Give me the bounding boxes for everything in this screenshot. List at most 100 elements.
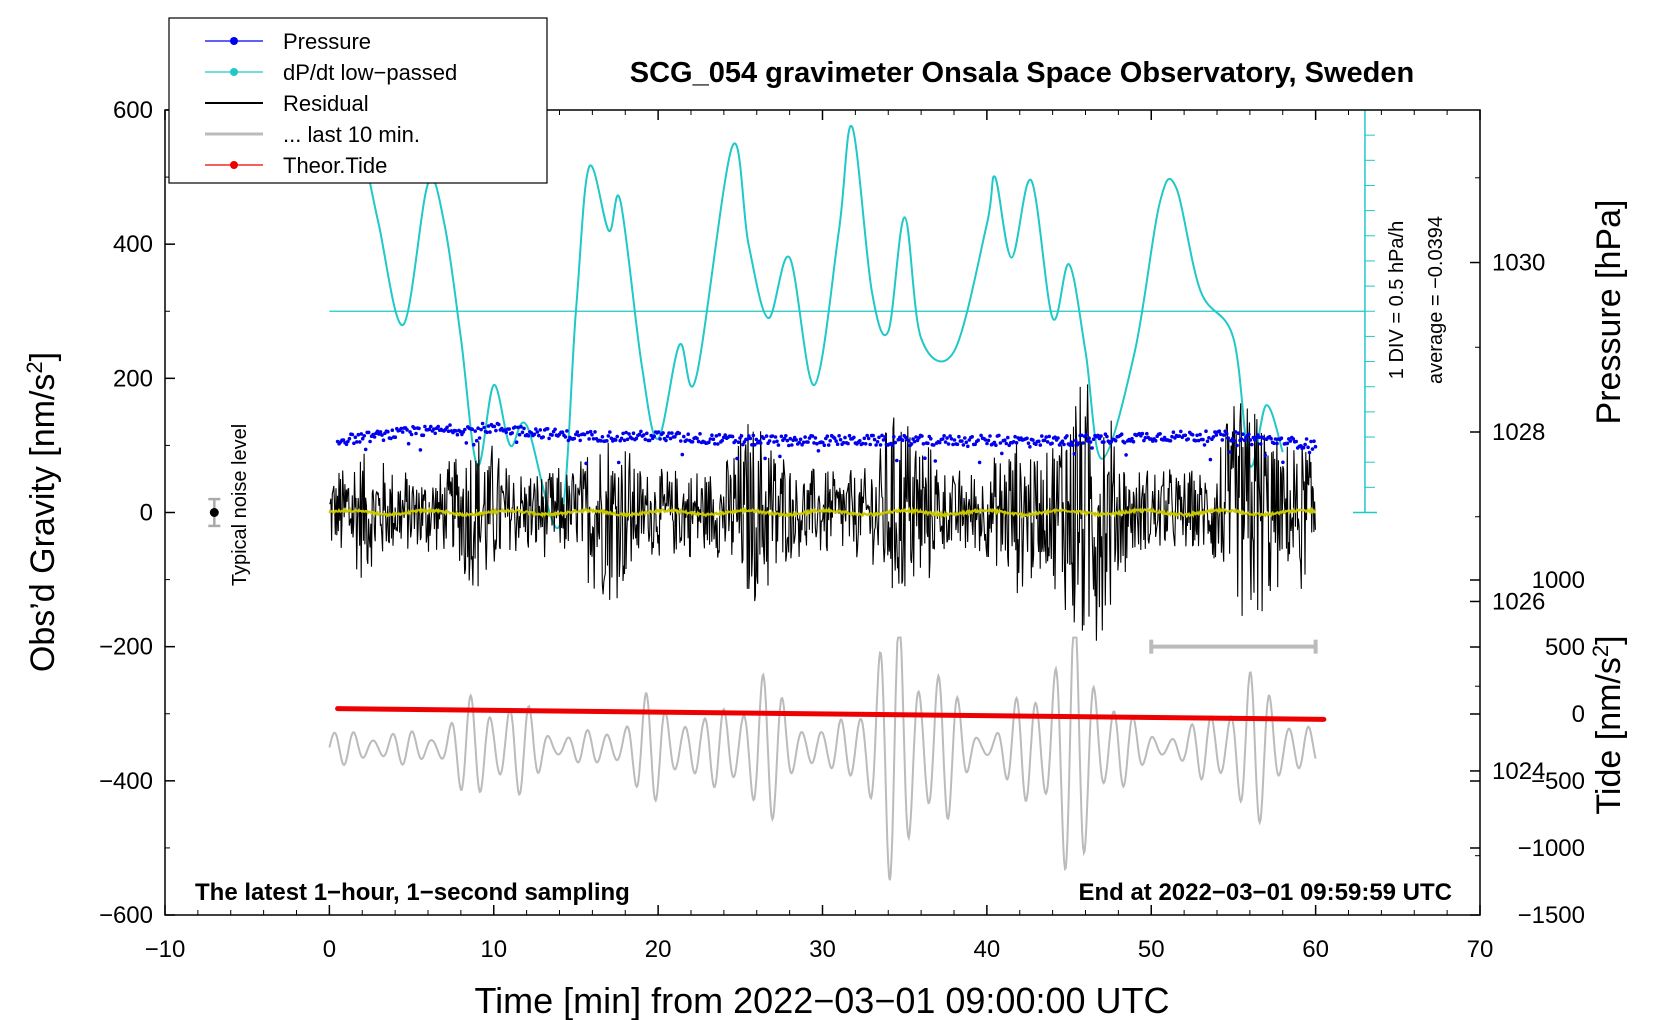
legend-entries: Pressure dP/dt low−passed Residual ... last…: [205, 29, 457, 178]
pressure-point: [1235, 443, 1239, 448]
pressure-point: [553, 427, 557, 432]
pressure-point: [1247, 432, 1251, 437]
pressure-tick-label: 1028: [1492, 419, 1545, 446]
pressure-point: [1044, 435, 1048, 439]
residual-line: [329, 384, 1316, 641]
pressure-point: [344, 442, 349, 447]
pressure-point: [600, 435, 605, 439]
pressure-point: [1143, 436, 1148, 440]
pressure-point: [986, 438, 991, 443]
pressure-point: [803, 435, 807, 439]
pressure-point: [880, 433, 884, 438]
pressure-point: [858, 439, 862, 443]
pressure-point: [895, 458, 899, 463]
pressure-point: [1074, 438, 1078, 443]
pressure-point: [492, 424, 497, 429]
pressure-point: [921, 442, 926, 446]
pressure-point: [474, 438, 479, 443]
pressure-point: [1193, 438, 1198, 443]
pressure-point: [352, 441, 356, 446]
pressure-point: [963, 436, 967, 440]
pressure-point: [711, 437, 716, 442]
pressure-point: [1269, 436, 1273, 441]
pressure-point: [667, 431, 671, 435]
pressure-point: [1014, 441, 1019, 445]
pressure-point: [578, 438, 582, 443]
legend-label: dP/dt low−passed: [283, 60, 457, 85]
pressure-point: [1258, 442, 1263, 446]
pressure-point: [627, 432, 631, 436]
pressure-point: [593, 430, 597, 434]
pressure-point: [736, 440, 741, 445]
pressure-point: [1079, 433, 1084, 438]
pressure-point: [778, 454, 782, 459]
pressure-point: [1158, 432, 1162, 436]
pressure-point: [846, 441, 850, 446]
pressure-point: [1042, 438, 1047, 443]
pressure-point: [1214, 433, 1219, 437]
pressure-point: [1195, 433, 1199, 438]
pressure-point: [810, 434, 815, 438]
pressure-point: [866, 436, 871, 441]
pressure-point: [1153, 438, 1158, 443]
pressure-point: [1208, 457, 1213, 462]
pressure-point: [599, 439, 603, 443]
pressure-point: [806, 440, 810, 444]
x-tick-label: 30: [809, 936, 836, 963]
pressure-point: [547, 436, 551, 441]
pressure-point: [754, 437, 759, 442]
pressure-point: [1304, 437, 1309, 441]
pressure-point: [1254, 435, 1259, 440]
pressure-point: [479, 427, 483, 432]
pressure-point: [717, 432, 722, 437]
x-tick-label: 10: [480, 936, 507, 963]
pressure-point: [832, 436, 837, 441]
pressure-point: [1186, 437, 1190, 441]
pressure-point: [1037, 439, 1041, 444]
pressure-axis-label: Pressure [hPa]: [1590, 200, 1628, 425]
pressure-point: [645, 431, 649, 436]
pressure-point: [1227, 450, 1232, 454]
pressure-point: [1140, 431, 1145, 436]
pressure-point: [378, 430, 383, 434]
pressure-point: [955, 442, 960, 447]
pressure-point: [837, 434, 841, 438]
pressure-point: [1204, 429, 1208, 434]
pressure-point: [436, 424, 441, 429]
pressure-point: [485, 430, 489, 435]
tide-axis-label: Tide [nm/s2]: [1588, 635, 1629, 814]
pressure-point: [1196, 438, 1201, 443]
pressure-point: [477, 436, 482, 440]
pressure-point: [1273, 437, 1278, 441]
pressure-point: [1213, 430, 1217, 434]
pressure-point: [779, 434, 784, 439]
pressure-point: [1211, 435, 1216, 439]
pressure-point: [575, 430, 580, 434]
pressure-point: [1236, 431, 1241, 436]
pressure-point: [1272, 441, 1276, 446]
pressure-point: [776, 443, 781, 447]
tide-label-sup: 2: [1588, 645, 1613, 657]
pressure-point: [825, 434, 830, 439]
pressure-point: [812, 441, 816, 445]
pressure-point: [1303, 442, 1307, 447]
pressure-point: [591, 437, 596, 441]
pressure-point: [772, 440, 776, 444]
pressure-point: [609, 436, 614, 441]
pressure-point: [353, 435, 358, 440]
pressure-point: [1113, 438, 1118, 443]
pressure-point: [696, 439, 701, 444]
pressure-point: [988, 434, 992, 438]
pressure-point: [713, 442, 717, 446]
pressure-point: [358, 440, 362, 444]
pressure-point: [1034, 442, 1038, 447]
pressure-point: [615, 434, 619, 439]
tide-tick-label: −1000: [1518, 835, 1585, 862]
pressure-point: [476, 426, 480, 431]
pressure-point: [366, 430, 371, 435]
noise-level-label: Typical noise level: [229, 424, 251, 586]
pressure-point: [588, 429, 593, 434]
pressure-point: [816, 449, 821, 453]
pressure-point: [708, 437, 713, 441]
